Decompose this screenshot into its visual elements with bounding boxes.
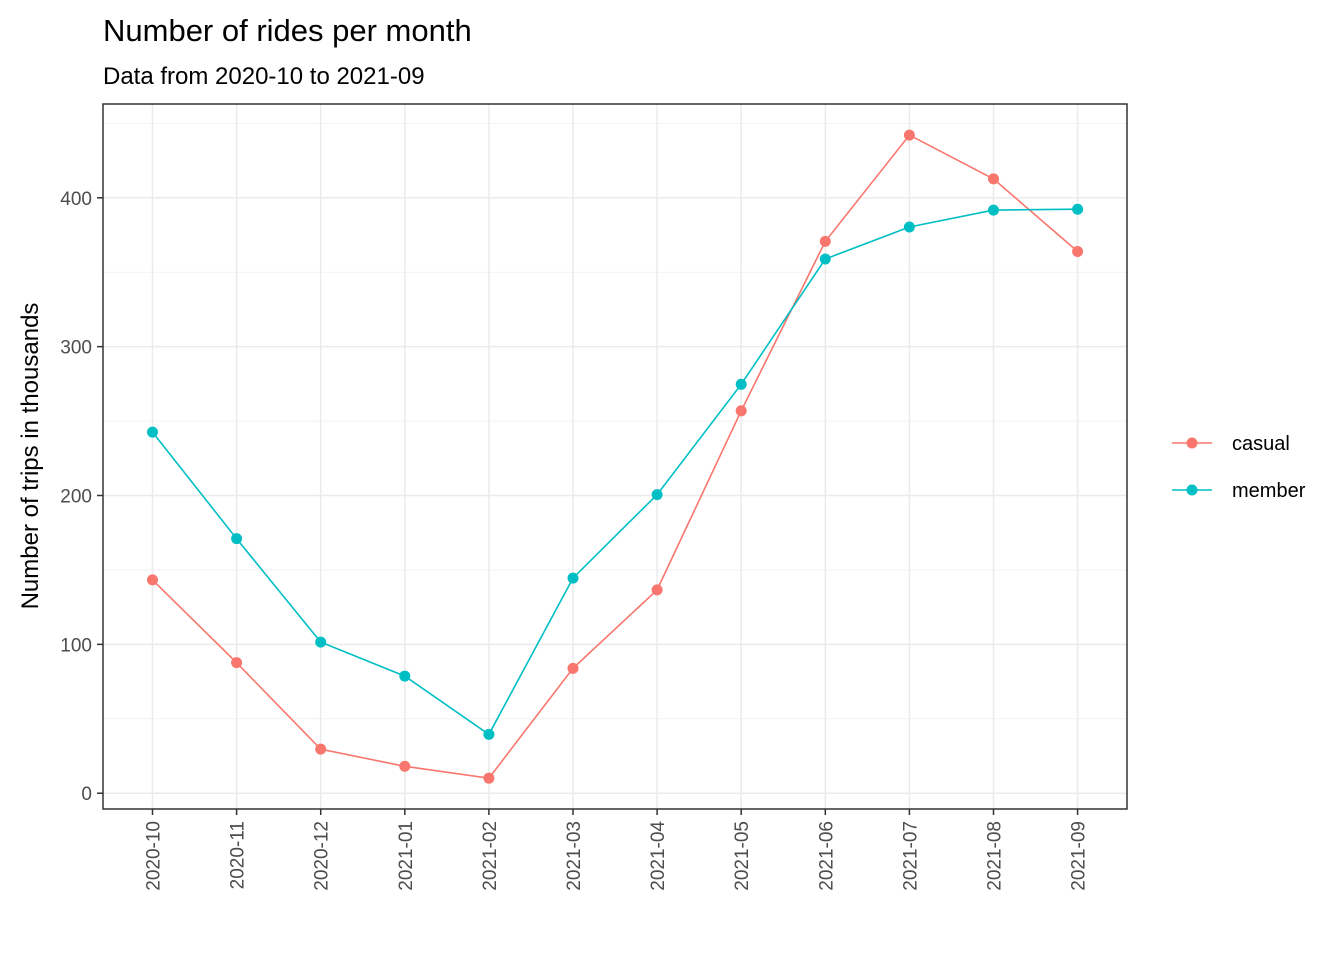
series-line-casual <box>151 134 1079 780</box>
x-tick-label: 2021-04 <box>648 821 669 891</box>
x-tick-label: 2020-11 <box>228 821 249 889</box>
data-point-member <box>147 426 158 438</box>
x-tick-label: 2021-01 <box>396 821 417 891</box>
legend-item-casual: casual <box>1172 433 1290 455</box>
data-point-casual <box>483 772 495 784</box>
data-point-casual <box>399 760 411 772</box>
data-point-member <box>1072 203 1084 215</box>
data-point-casual <box>988 173 999 185</box>
data-point-casual <box>819 235 831 247</box>
y-tick-label: 0 <box>81 784 92 805</box>
x-tick-label: 2021-05 <box>732 821 753 891</box>
plot-background <box>103 104 1127 809</box>
data-point-member <box>651 489 663 501</box>
legend-label: member <box>1232 480 1306 502</box>
legend: casual member <box>1172 433 1306 502</box>
data-point-member <box>735 378 747 390</box>
data-point-member <box>483 728 495 740</box>
x-tick-label: 2020-10 <box>144 821 165 891</box>
data-point-casual <box>315 743 327 755</box>
legend-item-member: member <box>1172 480 1306 502</box>
data-point-member <box>988 204 999 216</box>
series-casual <box>147 129 1084 784</box>
x-tick-label: 2021-07 <box>900 821 921 891</box>
axes: 0 100 200 300 400 2020-10 2020-11 2020-12 2021-0… <box>60 103 1128 891</box>
data-point-casual <box>651 584 663 596</box>
data-point-casual <box>231 657 243 669</box>
x-tick-label: 2020-12 <box>312 821 333 891</box>
data-point-casual <box>903 129 915 141</box>
x-tick-label: 2021-02 <box>480 821 501 891</box>
y-tick-label: 100 <box>60 635 92 656</box>
series-member <box>147 203 1084 740</box>
x-tick-label: 2021-03 <box>564 821 585 891</box>
legend-label: casual <box>1232 433 1290 455</box>
chart-title: Number of rides per month <box>103 13 472 48</box>
y-tick-label: 300 <box>60 338 92 359</box>
y-tick-label: 400 <box>60 189 92 210</box>
legend-key-point <box>1186 484 1198 496</box>
data-point-casual <box>735 405 747 417</box>
data-point-member <box>399 670 411 682</box>
x-tick-label: 2021-08 <box>985 821 1006 891</box>
plot-border <box>102 103 1128 810</box>
data-point-member <box>903 221 915 233</box>
chart-subtitle: Data from 2020-10 to 2021-09 <box>103 63 425 90</box>
x-tick-label: 2021-09 <box>1069 821 1090 891</box>
data-point-casual <box>1072 246 1084 258</box>
data-point-member <box>231 533 243 545</box>
data-point-member <box>819 253 831 265</box>
plot-area <box>103 104 1127 809</box>
y-axis-label: Number of trips in thousands <box>17 303 44 610</box>
data-point-casual <box>567 662 579 674</box>
y-tick-label: 200 <box>60 487 92 508</box>
x-tick-label: 2021-06 <box>816 821 837 891</box>
legend-key-point <box>1186 437 1198 449</box>
data-point-member <box>567 572 579 584</box>
series-layer <box>147 129 1084 784</box>
data-point-member <box>315 636 327 648</box>
series-line-member <box>151 208 1078 736</box>
gridlines <box>103 104 1127 809</box>
data-point-casual <box>147 574 158 586</box>
